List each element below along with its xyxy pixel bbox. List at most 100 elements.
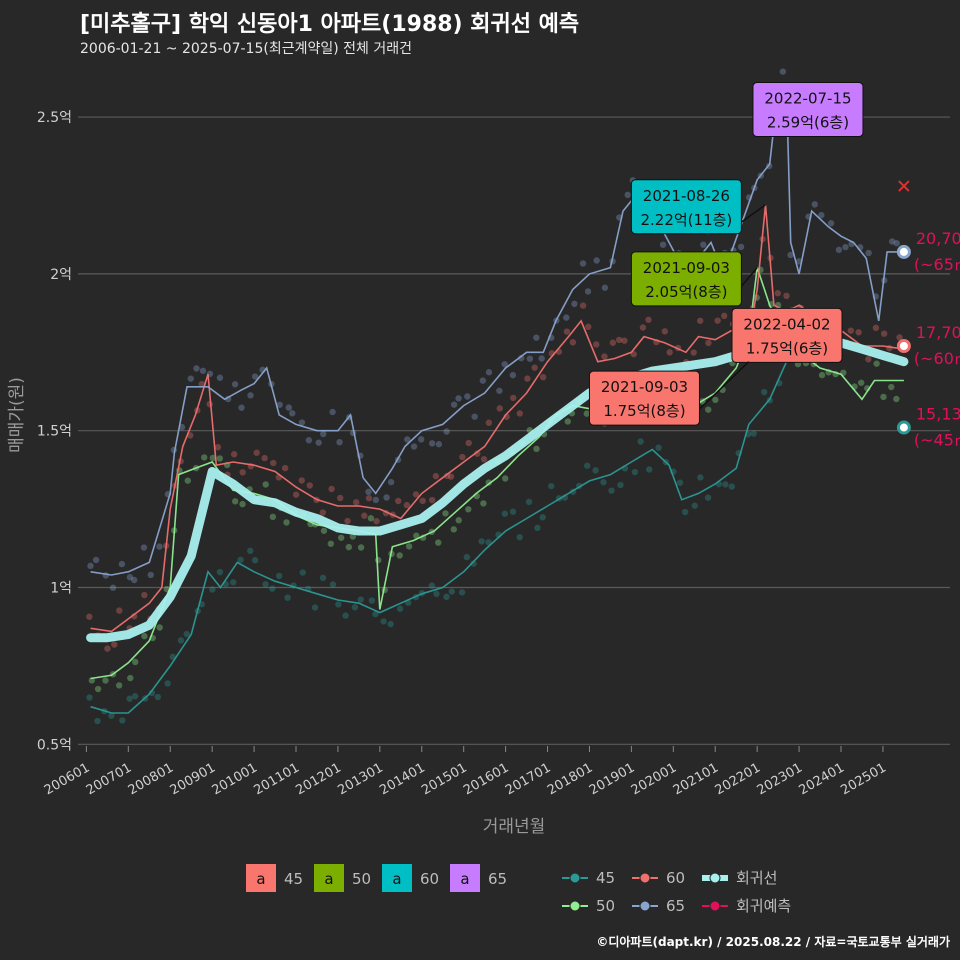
data-point (509, 394, 517, 402)
data-point (305, 437, 313, 444)
end-value-marker (896, 420, 911, 435)
end-value-area: (~60㎡) (914, 349, 960, 368)
data-point (435, 539, 442, 546)
legend-swatch (382, 864, 412, 892)
legend-label: 45 (284, 870, 303, 888)
data-point (367, 515, 375, 522)
x-tick-label: 201301 (335, 760, 385, 798)
data-point (276, 401, 283, 408)
data-point (283, 519, 290, 526)
data-point (533, 445, 540, 453)
end-value-area: (~65㎡) (914, 255, 960, 274)
data-point (893, 395, 900, 403)
legend-label: 회귀예측 (736, 897, 791, 915)
callout-box (752, 82, 864, 138)
data-point (865, 249, 872, 257)
data-point (127, 674, 134, 682)
data-point (418, 436, 425, 443)
x-tick-label: 200801 (126, 760, 176, 798)
data-point (463, 553, 471, 561)
end-value-area: (~45㎡) (914, 431, 960, 450)
data-point (774, 290, 781, 297)
data-point (275, 572, 283, 580)
data-point (579, 260, 587, 267)
x-tick-label: 201701 (503, 760, 553, 798)
data-point (419, 497, 426, 505)
data-point (450, 526, 457, 533)
data-point (600, 479, 607, 486)
data-point (676, 479, 684, 486)
data-point (141, 591, 148, 599)
data-point (373, 517, 380, 525)
data-point (896, 334, 903, 341)
data-point (637, 438, 644, 445)
data-point (509, 371, 517, 379)
data-point (87, 562, 94, 570)
data-point (509, 508, 517, 515)
data-point (681, 508, 689, 516)
data-point (118, 560, 126, 568)
legend-marker (709, 900, 721, 912)
data-point (704, 494, 712, 501)
data-point (779, 68, 787, 75)
data-point (531, 364, 538, 371)
data-point (501, 361, 508, 368)
data-point (835, 246, 843, 254)
data-point (352, 499, 360, 506)
data-point (320, 430, 327, 438)
data-point (690, 349, 697, 356)
data-point (601, 353, 608, 360)
data-point (471, 413, 478, 420)
data-point (705, 339, 712, 347)
data-point (372, 496, 380, 504)
x-tick-label: 202501 (838, 760, 888, 798)
data-point (539, 514, 546, 521)
data-point (109, 584, 117, 591)
data-point (102, 677, 109, 684)
legend-marker (639, 900, 651, 912)
data-point (443, 428, 450, 435)
data-point (116, 607, 123, 614)
data-point (691, 502, 698, 509)
data-point (889, 238, 896, 245)
callout-label: 2021-08-26 2.22억(11층) (630, 179, 766, 235)
data-point (335, 601, 342, 608)
data-point (501, 510, 509, 517)
legend-label: 50 (596, 897, 615, 915)
data-point (592, 467, 599, 474)
data-point (617, 481, 624, 489)
end-value-marker (896, 339, 911, 353)
data-point (319, 509, 327, 516)
data-point (132, 658, 139, 666)
data-point (433, 590, 440, 598)
data-point (298, 477, 305, 484)
data-point (464, 393, 471, 400)
x-tick-label: 201501 (419, 760, 469, 798)
data-point (230, 579, 237, 586)
data-point (539, 373, 547, 381)
data-point (403, 501, 411, 509)
data-point (465, 506, 472, 513)
legend-swatch (314, 864, 344, 892)
callout-date: 2021-09-03 (601, 378, 688, 396)
data-point (289, 410, 296, 417)
data-point (783, 292, 790, 300)
data-point (827, 220, 835, 227)
data-point (148, 689, 156, 697)
data-point (571, 300, 578, 308)
data-point (247, 547, 254, 555)
data-point (533, 334, 540, 341)
legend-marker (639, 872, 651, 884)
data-point (458, 589, 466, 596)
callout-box (731, 307, 843, 363)
data-point (209, 586, 216, 593)
data-point (247, 392, 254, 399)
data-point (621, 337, 628, 344)
data-point (231, 381, 239, 388)
data-point (563, 314, 570, 321)
callout-label: 2021-09-03 2.05억(8층) (630, 251, 758, 307)
data-point (154, 693, 162, 701)
data-point (666, 349, 673, 356)
data-point (873, 360, 880, 367)
